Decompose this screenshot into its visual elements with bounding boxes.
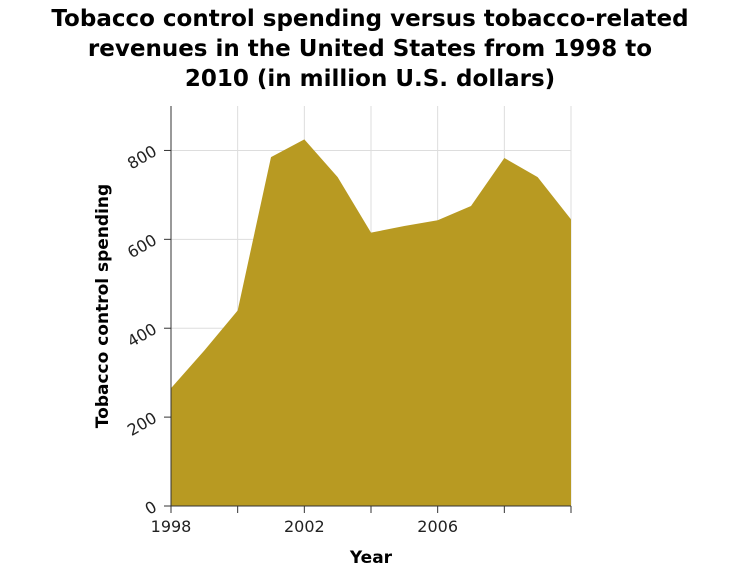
x-tick-label-2006: 2006 xyxy=(417,517,458,536)
y-tick-label-800: 800 xyxy=(124,141,160,173)
y-axis-ticks: 0 200 400 600 800 xyxy=(124,141,171,519)
chart-title-line-2: revenues in the United States from 1998 … xyxy=(87,36,653,62)
chart-title-line-3: 2010 (in million U.S. dollars) xyxy=(184,66,556,92)
chart-title: Tobacco control spending versus tobacco-… xyxy=(0,4,740,94)
area-series xyxy=(171,139,571,507)
x-axis-ticks: 1998 2002 2006 xyxy=(151,506,572,536)
y-axis-title: Tobacco control spending xyxy=(93,184,113,428)
x-axis-title: Year xyxy=(349,548,393,568)
chart-title-line-1: Tobacco control spending versus tobacco-… xyxy=(51,6,689,32)
y-tick-label-600: 600 xyxy=(124,230,160,262)
y-tick-label-0: 0 xyxy=(142,497,160,519)
y-tick-label-400: 400 xyxy=(124,319,160,351)
x-tick-label-1998: 1998 xyxy=(151,517,192,536)
y-tick-label-200: 200 xyxy=(124,408,160,440)
x-tick-label-2002: 2002 xyxy=(284,517,325,536)
